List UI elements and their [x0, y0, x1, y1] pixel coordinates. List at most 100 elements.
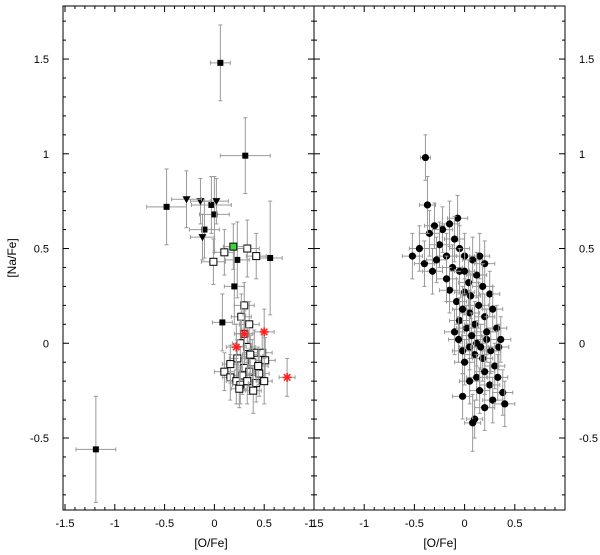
open-square-marker: [246, 350, 255, 359]
filled-circle-marker: [458, 347, 467, 355]
data-point: [254, 337, 276, 384]
data-point: [248, 350, 270, 397]
x-axis-label-right: [O/Fe]: [423, 536, 456, 550]
data-point: [449, 297, 471, 344]
filled-square-marker: [211, 211, 218, 218]
y-tick-label-right: 0: [579, 338, 585, 350]
filled-circle-marker: [408, 252, 416, 260]
filled-circle-marker: [455, 316, 464, 325]
data-point: [484, 342, 506, 390]
data-point: [230, 369, 248, 409]
filled-circle-marker: [445, 220, 454, 228]
x-tick-label: -0.5: [405, 518, 424, 530]
data-point: [188, 200, 220, 259]
data-point: [222, 223, 244, 270]
data-point: [213, 229, 235, 276]
open-square-marker: [243, 244, 252, 253]
data-point: [244, 367, 262, 414]
open-square-marker: [226, 360, 235, 369]
filled-square-marker: [219, 319, 226, 326]
red-asterisk-marker: [240, 330, 249, 338]
filled-circle-marker: [494, 373, 502, 381]
data-point: [209, 24, 231, 102]
data-point: [219, 117, 271, 195]
filled-circle-marker: [467, 292, 475, 300]
filled-circle-marker: [461, 267, 469, 275]
open-square-marker: [261, 356, 270, 365]
x-tick-label: 1: [311, 518, 317, 530]
y-tick-label-right: 1.5: [579, 54, 594, 66]
x-tick-label: 0: [211, 518, 217, 530]
filled-circle-marker: [454, 335, 463, 344]
data-point: [189, 213, 215, 261]
tick-labels-layer: -1.5 -1 -0.5 0 0.5 1-1.5 -1 -0.5 0 0.51.5 1.51 10.5…: [30, 54, 598, 530]
filled-circle-marker: [477, 343, 485, 351]
filled-circle-marker: [415, 244, 424, 253]
data-point: [241, 335, 259, 375]
data-point: [470, 323, 492, 371]
filled-square-marker: [267, 255, 274, 261]
data-point: [488, 323, 510, 371]
data-point: [490, 316, 512, 363]
open-square-marker: [235, 384, 244, 393]
data-point: [233, 310, 255, 358]
data-point: [452, 373, 474, 420]
red-asterisk-marker: [232, 343, 241, 351]
open-square-marker: [260, 377, 269, 386]
filled-circle-marker: [476, 252, 484, 260]
filled-circle-marker: [466, 377, 474, 385]
data-point: [419, 134, 431, 181]
filled-circle-marker: [465, 279, 473, 287]
y-tick-label-left: 0.5: [34, 244, 49, 256]
filled-circle-marker: [423, 201, 432, 209]
y-tick-label-right: 0.5: [579, 244, 594, 256]
data-point: [245, 232, 267, 280]
filled-circle-marker: [450, 235, 459, 243]
filled-triangle-marker: [198, 234, 207, 242]
data-point: [446, 278, 468, 325]
filled-circle-marker: [450, 328, 459, 336]
red-asterisk-marker: [283, 373, 291, 382]
data-point: [454, 248, 476, 295]
filled-circle-marker: [420, 260, 429, 268]
data-point: [442, 244, 464, 291]
filled-square-marker: [92, 446, 99, 453]
filled-square-marker: [234, 256, 241, 263]
open-square-marker: [240, 301, 249, 310]
filled-circle-marker: [501, 400, 509, 408]
data-point: [200, 238, 226, 286]
data-point: [466, 399, 484, 439]
data-point: [190, 176, 232, 234]
open-square-marker: [220, 248, 229, 257]
filled-square-marker: [163, 203, 170, 210]
data-point: [253, 308, 275, 356]
data-point: [464, 393, 482, 452]
filled-circle-marker: [476, 387, 484, 395]
data-point: [469, 367, 491, 414]
y-tick-label-left: 1.5: [34, 54, 49, 66]
filled-circle-marker: [461, 358, 469, 366]
filled-circle-marker: [486, 290, 494, 298]
ticks-layer: [63, 6, 565, 510]
data-point: [452, 285, 474, 333]
data-point: [146, 168, 188, 246]
data-point: [425, 236, 448, 284]
filled-circle-marker: [435, 241, 444, 249]
data-point: [482, 285, 504, 333]
filled-circle-marker: [421, 153, 430, 162]
filled-circle-marker: [473, 271, 481, 279]
data-point: [469, 232, 491, 280]
open-square-marker: [252, 252, 261, 261]
x-tick-label: -1: [110, 518, 120, 530]
x-tick-label: 0.5: [257, 518, 272, 530]
data-point: [439, 266, 461, 314]
filled-square-marker: [201, 226, 208, 233]
data-point: [221, 344, 239, 384]
x-tick-label: -1: [359, 518, 369, 530]
y-tick-label-left: 0: [43, 338, 49, 350]
x-tick-label: 0: [462, 518, 468, 530]
filled-square-marker: [208, 201, 215, 208]
filled-circle-marker: [481, 368, 489, 376]
data-point: [234, 219, 260, 278]
